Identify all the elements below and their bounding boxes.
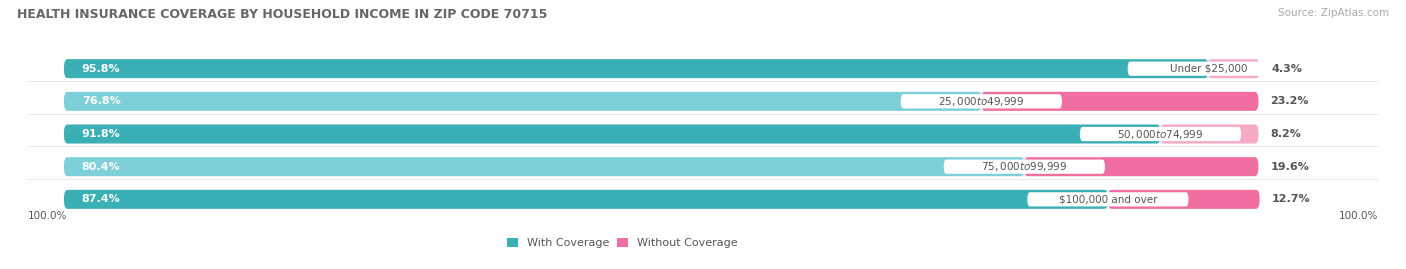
FancyBboxPatch shape bbox=[63, 92, 1258, 111]
FancyBboxPatch shape bbox=[981, 92, 1258, 111]
Legend: With Coverage, Without Coverage: With Coverage, Without Coverage bbox=[502, 234, 742, 253]
FancyBboxPatch shape bbox=[943, 160, 1105, 174]
Text: 23.2%: 23.2% bbox=[1271, 96, 1309, 106]
Text: 4.3%: 4.3% bbox=[1271, 64, 1302, 74]
Text: Under $25,000: Under $25,000 bbox=[1170, 64, 1247, 74]
FancyBboxPatch shape bbox=[63, 59, 1208, 78]
FancyBboxPatch shape bbox=[63, 59, 1258, 78]
Text: 100.0%: 100.0% bbox=[28, 211, 67, 221]
FancyBboxPatch shape bbox=[63, 190, 1258, 209]
Text: 76.8%: 76.8% bbox=[82, 96, 121, 106]
FancyBboxPatch shape bbox=[63, 157, 1258, 176]
FancyBboxPatch shape bbox=[63, 157, 1025, 176]
FancyBboxPatch shape bbox=[1028, 192, 1188, 206]
Text: 87.4%: 87.4% bbox=[82, 194, 121, 204]
Text: 19.6%: 19.6% bbox=[1271, 162, 1309, 172]
FancyBboxPatch shape bbox=[1108, 190, 1260, 209]
Text: HEALTH INSURANCE COVERAGE BY HOUSEHOLD INCOME IN ZIP CODE 70715: HEALTH INSURANCE COVERAGE BY HOUSEHOLD I… bbox=[17, 8, 547, 21]
FancyBboxPatch shape bbox=[1025, 157, 1258, 176]
FancyBboxPatch shape bbox=[1160, 125, 1258, 143]
Text: $25,000 to $49,999: $25,000 to $49,999 bbox=[938, 95, 1025, 108]
Text: $100,000 and over: $100,000 and over bbox=[1059, 194, 1157, 204]
FancyBboxPatch shape bbox=[1128, 62, 1289, 76]
Text: $75,000 to $99,999: $75,000 to $99,999 bbox=[981, 160, 1067, 173]
FancyBboxPatch shape bbox=[901, 94, 1062, 108]
Text: 8.2%: 8.2% bbox=[1271, 129, 1301, 139]
FancyBboxPatch shape bbox=[63, 125, 1258, 143]
FancyBboxPatch shape bbox=[1080, 127, 1241, 141]
Text: 100.0%: 100.0% bbox=[1339, 211, 1378, 221]
FancyBboxPatch shape bbox=[63, 190, 1108, 209]
FancyBboxPatch shape bbox=[1208, 59, 1260, 78]
Text: 95.8%: 95.8% bbox=[82, 64, 121, 74]
FancyBboxPatch shape bbox=[63, 125, 1160, 143]
Text: 91.8%: 91.8% bbox=[82, 129, 121, 139]
Text: Source: ZipAtlas.com: Source: ZipAtlas.com bbox=[1278, 8, 1389, 18]
FancyBboxPatch shape bbox=[63, 92, 981, 111]
Text: $50,000 to $74,999: $50,000 to $74,999 bbox=[1118, 128, 1204, 140]
Text: 12.7%: 12.7% bbox=[1271, 194, 1310, 204]
Text: 80.4%: 80.4% bbox=[82, 162, 121, 172]
